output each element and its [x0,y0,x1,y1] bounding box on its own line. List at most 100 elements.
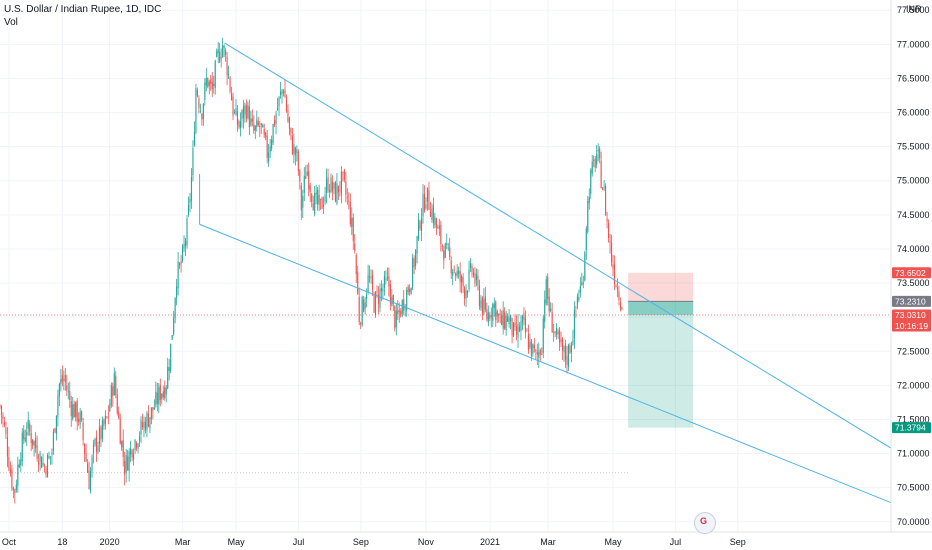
candle-body [287,109,289,122]
candle-body [236,111,239,125]
price-label-text: 73.2310 [895,296,926,306]
candle-body [385,278,387,281]
candle-body [507,315,509,322]
candle-body [290,127,292,134]
candle-body [195,88,197,133]
candle-body [573,309,575,339]
candle-body [493,303,495,308]
candle-body [101,420,103,439]
candle-body [294,147,296,156]
candle-body [202,103,204,120]
candle-body [560,339,562,343]
candle-body [60,378,62,384]
candle-body [158,387,160,405]
price-label-text: 71.3794 [895,423,926,433]
x-tick-label: Jul [670,537,682,547]
candle-body [140,420,142,436]
candle-body [498,314,500,316]
candle-body [272,124,274,143]
candle-body [438,225,440,229]
candle-body [535,350,537,352]
position-tool[interactable] [0,272,891,428]
time-axis[interactable]: Oct 18 2020 Mar May Jul Sep Nov 2021 Mar May Jul Sep [0,531,932,547]
candle-body [306,171,308,176]
candle-body [177,261,179,289]
candle-body [119,418,121,445]
candle-body [603,187,605,189]
candle-body [232,96,234,116]
candle-body [174,298,176,318]
candle-body [501,314,503,325]
y-tick-label: 77.0000 [897,39,930,49]
candle-body [469,263,472,268]
candle-body [23,430,25,440]
candle-body [564,344,567,360]
candle-body [309,185,311,193]
candle-body [26,431,28,436]
candle-body [602,188,604,190]
candle-body [426,187,429,202]
candle-body [513,322,515,337]
candle-body [238,121,240,128]
candle-body [455,273,457,276]
candle-body [379,288,381,308]
candle-body [551,312,553,333]
candle-body [354,243,356,251]
candle-body [38,461,40,465]
candle-body [189,199,191,204]
candle-body [118,411,120,419]
candle-body [364,302,366,309]
candle-body [302,196,304,208]
candle-body [453,269,455,271]
candle-body [27,419,29,429]
candle-body [235,108,237,116]
candle-body [591,161,593,174]
candle-body [466,291,469,294]
y-tick-label: 70.5000 [897,483,930,493]
candle-body [612,263,614,269]
candle-body [337,185,339,193]
candle-body [361,296,363,326]
candle-body [556,327,558,335]
candle-body [588,197,590,203]
candle-body [262,124,264,128]
candle-body [422,194,424,217]
candle-body [153,407,155,410]
candle-body [263,128,265,135]
candle-body [441,245,443,247]
candle-body [259,125,261,127]
candle-body [502,310,504,329]
candle-body [581,281,583,286]
price-axis[interactable]: INR 70.000070.500071.000071.500072.00007… [890,0,932,532]
candle-body [435,218,437,228]
candle-body [109,403,111,412]
candle-body [107,413,109,415]
candle-body [449,247,451,257]
candle-body [88,470,90,490]
candle-body [95,436,98,452]
candles [0,37,623,504]
candle-body [325,178,328,194]
candle-body [52,431,54,451]
candle-body [2,415,4,419]
y-tick-label: 75.5000 [897,142,930,152]
candle-body [11,469,13,489]
candle-body [121,441,123,448]
candle-body [521,316,524,323]
tradingview-logo-icon[interactable]: G [694,512,716,534]
price-label-badge [892,309,931,332]
candle-body [524,317,527,333]
candle-body [606,218,608,222]
candle-body [35,438,37,448]
x-tick-label: Mar [540,537,556,547]
candle-body [244,104,246,115]
candle-body [184,241,187,247]
candle-body [557,331,559,334]
candle-body [450,260,452,274]
candle-body [190,176,193,201]
candle-body [282,91,285,93]
candle-body [523,313,525,320]
trendlines[interactable] [199,42,892,504]
candle-body [223,45,225,49]
